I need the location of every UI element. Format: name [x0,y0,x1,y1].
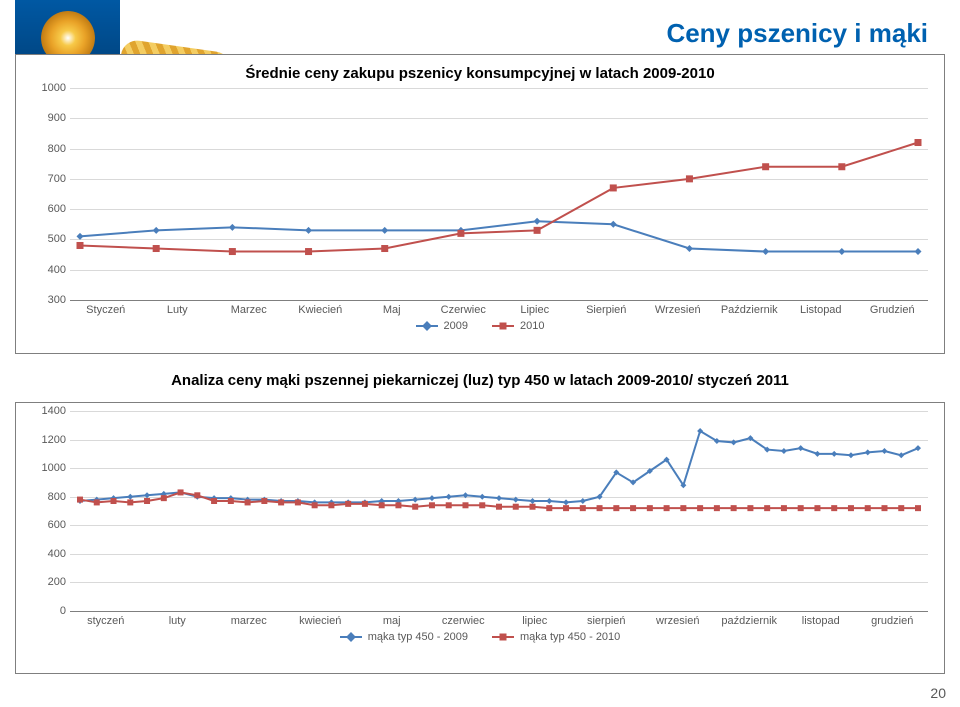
x-tick: Grudzień [857,304,929,316]
x-tick: maj [356,615,428,627]
x-tick: Styczeń [70,304,142,316]
y-tick: 200 [30,576,70,588]
y-tick: 600 [30,203,70,215]
chart2-x-labels: styczeńlutymarzeckwiecieńmajczerwieclipi… [70,615,928,627]
chart-flour-prices: 0200400600800100012001400 styczeńlutymar… [15,402,945,674]
y-tick: 700 [30,173,70,185]
x-tick: Czerwiec [428,304,500,316]
x-tick: listopad [785,615,857,627]
legend-item: 2010 [492,320,544,332]
x-tick: Luty [142,304,214,316]
y-tick: 1000 [30,82,70,94]
chart1-x-labels: StyczeńLutyMarzecKwiecieńMajCzerwiecLipi… [70,304,928,316]
chart2-legend: mąka typ 450 - 2009 mąka typ 450 - 2010 [26,627,934,647]
y-tick: 1200 [30,434,70,446]
x-tick: wrzesień [642,615,714,627]
x-tick: Wrzesień [642,304,714,316]
legend-item: mąka typ 450 - 2010 [492,631,620,643]
chart1-legend: 2009 2010 [26,316,934,336]
x-tick: marzec [213,615,285,627]
y-tick: 800 [30,143,70,155]
chart-wheat-prices: Średnie ceny zakupu pszenicy konsumpcyjn… [15,54,945,354]
chart2-plot: 0200400600800100012001400 [70,411,928,611]
y-tick: 1000 [30,462,70,474]
x-tick: kwiecień [285,615,357,627]
x-tick: czerwiec [428,615,500,627]
y-tick: 300 [30,294,70,306]
x-tick: styczeń [70,615,142,627]
x-tick: luty [142,615,214,627]
chart1-title: Średnie ceny zakupu pszenicy konsumpcyjn… [26,65,934,82]
y-tick: 1400 [30,405,70,417]
x-tick: sierpień [571,615,643,627]
x-tick: październik [714,615,786,627]
y-tick: 900 [30,112,70,124]
chart1-plot: 3004005006007008009001000 [70,88,928,300]
legend-item: 2009 [416,320,468,332]
y-tick: 600 [30,519,70,531]
x-tick: Kwiecień [285,304,357,316]
y-tick: 800 [30,491,70,503]
x-tick: Październik [714,304,786,316]
y-tick: 0 [30,605,70,617]
y-tick: 400 [30,548,70,560]
legend-item: mąka typ 450 - 2009 [340,631,468,643]
page-number: 20 [930,685,946,701]
y-tick: 400 [30,264,70,276]
x-tick: Sierpień [571,304,643,316]
x-tick: lipiec [499,615,571,627]
x-tick: Lipiec [499,304,571,316]
x-tick: Marzec [213,304,285,316]
chart2-title: Analiza ceny mąki pszennej piekarniczej … [0,372,960,389]
x-tick: Listopad [785,304,857,316]
x-tick: Maj [356,304,428,316]
x-tick: grudzień [857,615,929,627]
page-title: Ceny pszenicy i mąki [666,18,928,49]
y-tick: 500 [30,233,70,245]
